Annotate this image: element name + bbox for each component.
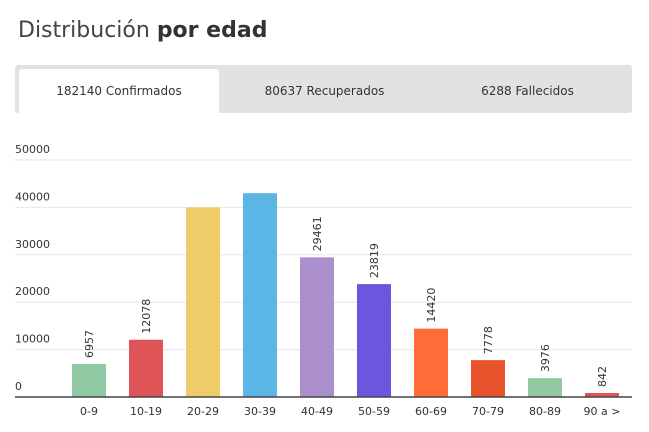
data-label: 842 (596, 366, 609, 387)
y-tick-label: 10000 (15, 333, 50, 346)
data-label: 23819 (368, 243, 381, 278)
title-bold: por edad (156, 18, 268, 43)
bar-80-89 (528, 378, 562, 397)
x-tick-label: 80-89 (529, 405, 561, 418)
tab-recuperados[interactable]: 80637 Recuperados (264, 84, 385, 98)
data-label: 7778 (482, 326, 495, 354)
y-tick-label: 0 (15, 380, 22, 393)
x-tick-label: 40-49 (301, 405, 333, 418)
bar-10-19 (129, 339, 163, 397)
bar-0-9 (72, 364, 106, 397)
x-tick-label: 0-9 (80, 405, 98, 418)
y-tick-label: 40000 (15, 190, 50, 203)
age-distribution-chart: 0 10000 20000 30000 40000 50000 6957 0-9 12078 10… (15, 143, 632, 418)
bar-40-49 (300, 257, 334, 397)
x-tick-label: 90 a > (584, 405, 621, 418)
page-title: Distribución por edad (18, 18, 267, 43)
title-regular: Distribución (18, 18, 157, 43)
x-tick-label: 20-29 (187, 405, 219, 418)
data-label: 3976 (539, 344, 552, 372)
bar-30-39 (243, 193, 277, 397)
x-tick-label: 30-39 (244, 405, 276, 418)
x-tick-label: 50-59 (358, 405, 390, 418)
y-tick-label: 50000 (15, 143, 50, 156)
x-tick-label: 70-79 (472, 405, 504, 418)
y-tick-label: 30000 (15, 238, 50, 251)
bar-60-69 (414, 328, 448, 397)
tab-confirmados[interactable]: 182140 Confirmados (19, 69, 219, 113)
x-tick-label: 10-19 (130, 405, 162, 418)
bar-50-59 (357, 284, 391, 397)
bar-70-79 (471, 360, 505, 397)
tab-bar: 182140 Confirmados 80637 Recuperados 628… (15, 65, 632, 113)
tab-fallecidos[interactable]: 6288 Fallecidos (481, 84, 574, 98)
bar-90 a > (585, 393, 619, 397)
data-label: 12078 (140, 299, 153, 334)
bar-20-29 (186, 207, 220, 397)
x-tick-label: 60-69 (415, 405, 447, 418)
data-label: 29461 (311, 216, 324, 251)
data-label: 6957 (83, 330, 96, 358)
y-tick-label: 20000 (15, 285, 50, 298)
data-label: 14420 (425, 288, 438, 323)
